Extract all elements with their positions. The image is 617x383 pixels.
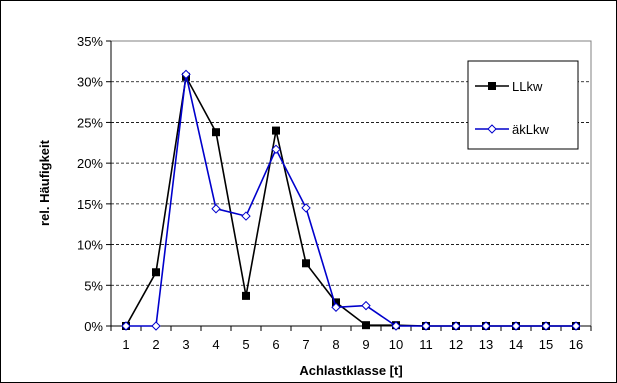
data-point-aklkw bbox=[331, 302, 341, 312]
data-point-aklkw bbox=[511, 321, 521, 331]
y-tick-label: 5% bbox=[84, 278, 103, 293]
x-tick-label: 16 bbox=[569, 337, 583, 352]
x-tick-label: 14 bbox=[509, 337, 523, 352]
y-axis-title: rel. Häufigkeit bbox=[37, 139, 52, 226]
data-point-aklkw bbox=[211, 204, 221, 214]
x-axis-title: Achlastklasse [t] bbox=[299, 363, 402, 378]
legend-item-aklkw: äkLkw bbox=[475, 122, 549, 137]
x-tick-label: 15 bbox=[539, 337, 553, 352]
data-point-aklkw bbox=[481, 321, 491, 331]
x-tick-label: 6 bbox=[272, 337, 279, 352]
legend-marker-aklkw bbox=[487, 124, 497, 134]
x-tick-label: 2 bbox=[152, 337, 159, 352]
x-tick-label: 1 bbox=[122, 337, 129, 352]
data-point-llkw bbox=[362, 321, 370, 330]
data-point-aklkw bbox=[151, 321, 161, 331]
y-tick-label: 10% bbox=[77, 238, 103, 253]
x-tick-label: 7 bbox=[302, 337, 309, 352]
x-tick-label: 9 bbox=[362, 337, 369, 352]
legend: LLkw äkLkw bbox=[467, 60, 579, 150]
y-tick-label: 0% bbox=[84, 319, 103, 334]
data-point-llkw bbox=[212, 128, 220, 137]
data-point-llkw bbox=[242, 291, 250, 300]
x-tick-label: 3 bbox=[182, 337, 189, 352]
legend-marker-llkw bbox=[488, 82, 496, 90]
data-point-aklkw bbox=[121, 321, 131, 331]
data-point-aklkw bbox=[541, 321, 551, 331]
x-tick-label: 4 bbox=[212, 337, 219, 352]
data-point-llkw bbox=[152, 268, 160, 277]
x-tick-label: 10 bbox=[389, 337, 403, 352]
series-layer bbox=[121, 69, 581, 331]
data-point-aklkw bbox=[361, 300, 371, 311]
data-point-llkw bbox=[272, 126, 280, 135]
data-point-aklkw bbox=[451, 321, 461, 331]
legend-label-aklkw: äkLkw bbox=[512, 122, 549, 137]
data-point-aklkw bbox=[241, 211, 251, 221]
x-tick-label: 12 bbox=[449, 337, 463, 352]
axes: 0%5%10%15%20%25%30%35%1 2 3 4 5 6 7 8 9 10 11 12 13 1… bbox=[77, 34, 592, 352]
data-point-llkw bbox=[302, 259, 310, 268]
data-point-aklkw bbox=[301, 203, 311, 213]
data-point-aklkw bbox=[271, 144, 281, 155]
legend-box bbox=[467, 60, 579, 150]
series-line-1 bbox=[126, 74, 576, 327]
y-tick-label: 30% bbox=[77, 75, 103, 90]
y-tick-label: 35% bbox=[77, 34, 103, 49]
x-tick-label: 8 bbox=[332, 337, 339, 352]
y-tick-label: 20% bbox=[77, 156, 103, 171]
x-tick-label: 11 bbox=[419, 337, 433, 352]
data-point-llkw bbox=[332, 298, 340, 307]
data-point-aklkw bbox=[391, 321, 401, 331]
legend-label-llkw: LLkw bbox=[512, 79, 543, 94]
legend-item-llkw: LLkw bbox=[475, 79, 543, 94]
data-point-aklkw bbox=[421, 321, 431, 331]
y-tick-label: 25% bbox=[77, 115, 103, 130]
x-tick-label: 5 bbox=[242, 337, 249, 352]
x-tick-label: 13 bbox=[479, 337, 493, 352]
data-point-aklkw bbox=[181, 69, 191, 80]
y-tick-label: 15% bbox=[77, 197, 103, 212]
data-point-aklkw bbox=[571, 321, 581, 331]
